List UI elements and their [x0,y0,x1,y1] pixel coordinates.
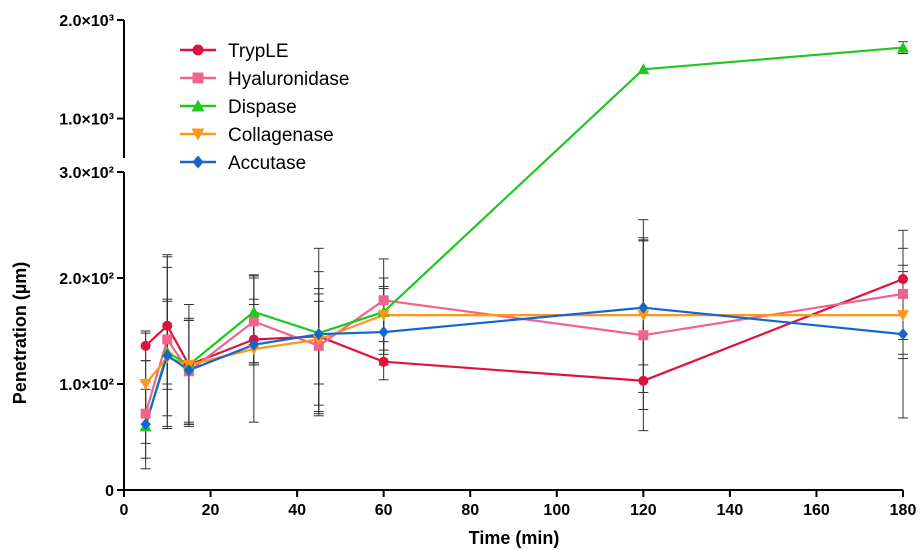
x-axis-title: Time (min) [469,528,560,548]
legend-label: Hyaluronidase [228,69,349,90]
series-line-collagenase [144,314,903,385]
data-point-accutase [248,338,259,351]
data-point-accutase [162,349,173,362]
data-point-hyaluronidase [162,334,173,345]
legend-label: Dispase [228,97,297,118]
series-line-tryple [144,278,904,382]
y-tick-label: 2.0×10³ [59,13,114,30]
series-markers [139,41,909,432]
data-point-accutase [638,301,649,314]
data-point-tryple [378,356,389,367]
data-point-hyaluronidase [378,295,389,306]
data-point-hyaluronidase [140,408,151,419]
legend-marker [191,128,205,141]
data-point-dispase [637,63,650,75]
data-point-collagenase [897,310,909,322]
data-point-dispase [897,41,909,53]
y-tick-label: 3.0×10² [59,165,114,182]
x-tick-label: 40 [288,502,306,519]
data-point-accutase [183,364,194,377]
x-tick-label: 140 [717,502,744,519]
legend-marker [192,72,204,84]
x-tick-label: 180 [890,502,917,519]
legend-label: TrypLE [228,41,289,62]
x-tick-label: 60 [375,502,393,519]
data-point-hyaluronidase [898,288,908,299]
x-tick-label: 80 [461,502,479,519]
legend: TrypLE Hyaluronidase Dispase Collagenase Acc… [180,41,349,174]
legend-marker [192,44,204,56]
data-point-accutase [378,326,389,339]
axes: 0 20 40 60 80 100 120 140 160 180 0 1.0×10² 2.0×10² 3… [59,13,916,519]
series-line-hyaluronidase [144,292,904,415]
data-point-collagenase [377,310,390,322]
data-point-collagenase [637,310,650,322]
y-tick-label: 1.0×10³ [59,112,114,129]
y-tick-label: 0 [105,483,114,500]
y-tick-label: 2.0×10² [59,271,114,288]
y-axis-title: Penetration (µm) [10,262,30,404]
legend-label: Collagenase [228,125,334,146]
data-point-accutase [898,328,908,341]
x-tick-label: 0 [120,502,129,519]
series-line-accutase [144,306,904,425]
y-tick-label: 1.0×10² [59,377,114,394]
x-tick-label: 160 [803,502,830,519]
legend-marker [191,99,205,112]
data-point-hyaluronidase [638,330,649,341]
data-point-tryple [162,320,173,331]
data-point-hyaluronidase [248,316,259,327]
x-tick-label: 100 [543,502,570,519]
data-point-dispase [247,305,260,317]
data-point-hyaluronidase [313,340,324,351]
series-lines [144,46,904,427]
legend-label: Accutase [228,153,306,174]
data-point-tryple [898,274,908,285]
data-point-tryple [638,375,649,386]
legend-marker [192,155,204,169]
data-point-accutase [313,328,324,341]
x-tick-label: 20 [202,502,220,519]
data-point-accutase [140,418,151,431]
data-point-collagenase [139,379,152,390]
x-tick-label: 120 [630,502,657,519]
data-point-tryple [140,340,151,351]
